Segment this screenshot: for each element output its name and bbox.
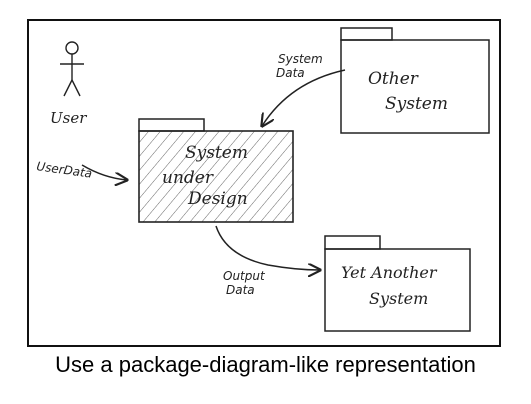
arrow-sud-to-yet-another: [215, 225, 320, 270]
arrow-other-to-sud: [262, 69, 346, 126]
system-data-label-line1: System: [278, 52, 323, 66]
other-label-line1: Other: [368, 69, 419, 89]
sud-label-line1: System: [185, 143, 248, 163]
user-actor: [60, 41, 84, 97]
user-label: User: [50, 109, 87, 127]
figure-caption: Use a package-diagram-like representatio…: [55, 352, 476, 377]
package-yet-another-system: [324, 235, 471, 332]
output-data-label-line1: Output: [223, 269, 266, 283]
package-other-system: [340, 27, 490, 134]
sud-label-line3: Design: [187, 189, 248, 209]
user-data-label: UserData: [36, 159, 93, 181]
other-label-line2: System: [385, 94, 448, 114]
yet-another-label-line1: Yet Another: [341, 263, 438, 282]
arrow-user-to-sud: [81, 164, 127, 180]
yet-another-label-line2: System: [369, 289, 428, 308]
figure-frame: [27, 19, 501, 347]
output-data-label-line2: Data: [226, 283, 255, 297]
package-system-under-design: [138, 118, 294, 223]
system-data-label-line2: Data: [276, 66, 305, 80]
sud-label-line2: under: [162, 168, 214, 188]
